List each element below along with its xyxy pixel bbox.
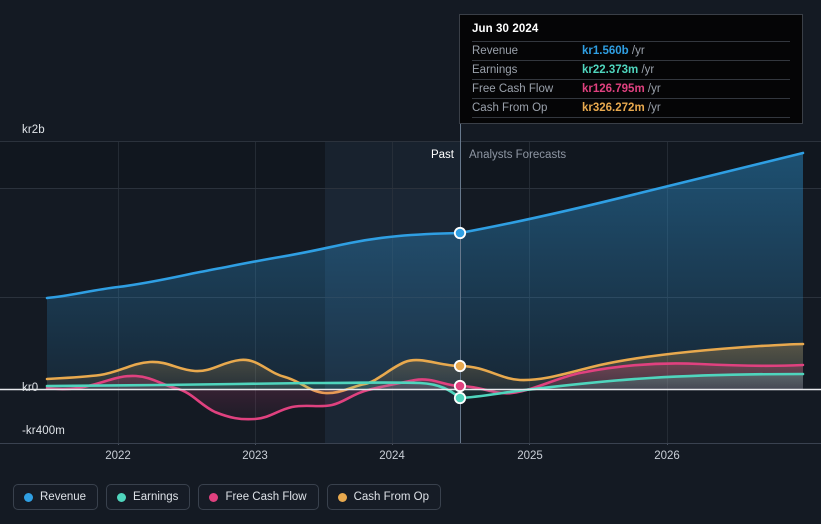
tooltip-row-earnings: Earnings kr22.373m /yr	[472, 60, 790, 80]
tooltip-value-free-cash-flow: kr126.795m /yr	[572, 79, 790, 99]
legend-label-revenue: Revenue	[40, 491, 87, 503]
tooltip-label-free-cash-flow: Free Cash Flow	[472, 79, 572, 99]
tooltip-value-earnings: kr22.373m /yr	[572, 60, 790, 80]
legend-dot-cash-from-op-icon	[337, 492, 347, 502]
tooltip-unit-cash-from-op: /yr	[647, 102, 661, 114]
x-axis-label-2022: 2022	[105, 450, 131, 462]
legend-item-earnings[interactable]: Earnings	[106, 484, 191, 510]
analysts-forecasts-label: Analysts Forecasts	[469, 149, 567, 161]
tooltip-table: Revenue kr1.560b /yr Earnings kr22.373m …	[472, 41, 790, 118]
tooltip-amount-free-cash-flow: kr126.795m	[582, 83, 645, 95]
series-area-free-cash-flow	[47, 363, 803, 420]
data-tooltip: Jun 30 2024 Revenue kr1.560b /yr Earning…	[459, 14, 803, 124]
tooltip-row-free-cash-flow: Free Cash Flow kr126.795m /yr	[472, 79, 790, 99]
series-line-revenue	[45, 151, 805, 300]
legend-dot-earnings-icon	[117, 492, 127, 502]
tooltip-row-cash-from-op: Cash From Op kr326.272m /yr	[472, 98, 790, 118]
series-line-earnings	[45, 372, 805, 400]
legend-item-free-cash-flow[interactable]: Free Cash Flow	[198, 484, 319, 510]
series-area-earnings	[47, 374, 803, 398]
tooltip-row-revenue: Revenue kr1.560b /yr	[472, 41, 790, 61]
x-axis-label-2023: 2023	[242, 450, 268, 462]
tooltip-date: Jun 30 2024	[472, 23, 539, 35]
tooltip-label-revenue: Revenue	[472, 41, 572, 61]
y-axis-label-bottom: -kr400m	[22, 425, 65, 437]
series-area-revenue	[47, 153, 803, 389]
legend-item-revenue[interactable]: Revenue	[13, 484, 99, 510]
tooltip-amount-cash-from-op: kr326.272m	[582, 102, 645, 114]
tooltip-amount-earnings: kr22.373m	[582, 64, 639, 76]
legend-dot-free-cash-flow-icon	[209, 492, 219, 502]
tooltip-value-revenue: kr1.560b /yr	[572, 41, 790, 61]
legend-item-cash-from-op[interactable]: Cash From Op	[326, 484, 442, 510]
tooltip-unit-free-cash-flow: /yr	[647, 83, 661, 95]
legend-label-free-cash-flow: Free Cash Flow	[225, 491, 307, 503]
x-axis-label-2024: 2024	[379, 450, 405, 462]
x-axis-label-2025: 2025	[517, 450, 543, 462]
tooltip-amount-revenue: kr1.560b	[582, 45, 629, 57]
tooltip-unit-revenue: /yr	[631, 45, 645, 57]
marker-earnings	[453, 391, 467, 405]
tooltip-unit-earnings: /yr	[641, 64, 655, 76]
marker-free-cash-flow	[453, 379, 467, 393]
chart-legend: Revenue Earnings Free Cash Flow Cash Fro…	[13, 484, 442, 510]
tooltip-value-cash-from-op: kr326.272m /yr	[572, 98, 790, 118]
legend-label-cash-from-op: Cash From Op	[353, 491, 430, 503]
tooltip-label-cash-from-op: Cash From Op	[472, 98, 572, 118]
cursor-markers	[453, 226, 467, 405]
y-axis-label-zero: kr0	[22, 382, 39, 394]
x-axis-ticks	[118, 444, 668, 445]
tooltip-label-earnings: Earnings	[472, 60, 572, 80]
legend-label-earnings: Earnings	[133, 491, 179, 503]
x-axis-label-2026: 2026	[654, 450, 680, 462]
series-line-free-cash-flow	[45, 362, 805, 421]
legend-dot-revenue-icon	[24, 492, 33, 502]
y-axis-label-top: kr2b	[22, 124, 45, 136]
marker-revenue	[453, 226, 467, 240]
past-label: Past	[430, 149, 454, 161]
marker-cash-from-op	[453, 359, 467, 373]
era-header-strip	[0, 141, 821, 188]
